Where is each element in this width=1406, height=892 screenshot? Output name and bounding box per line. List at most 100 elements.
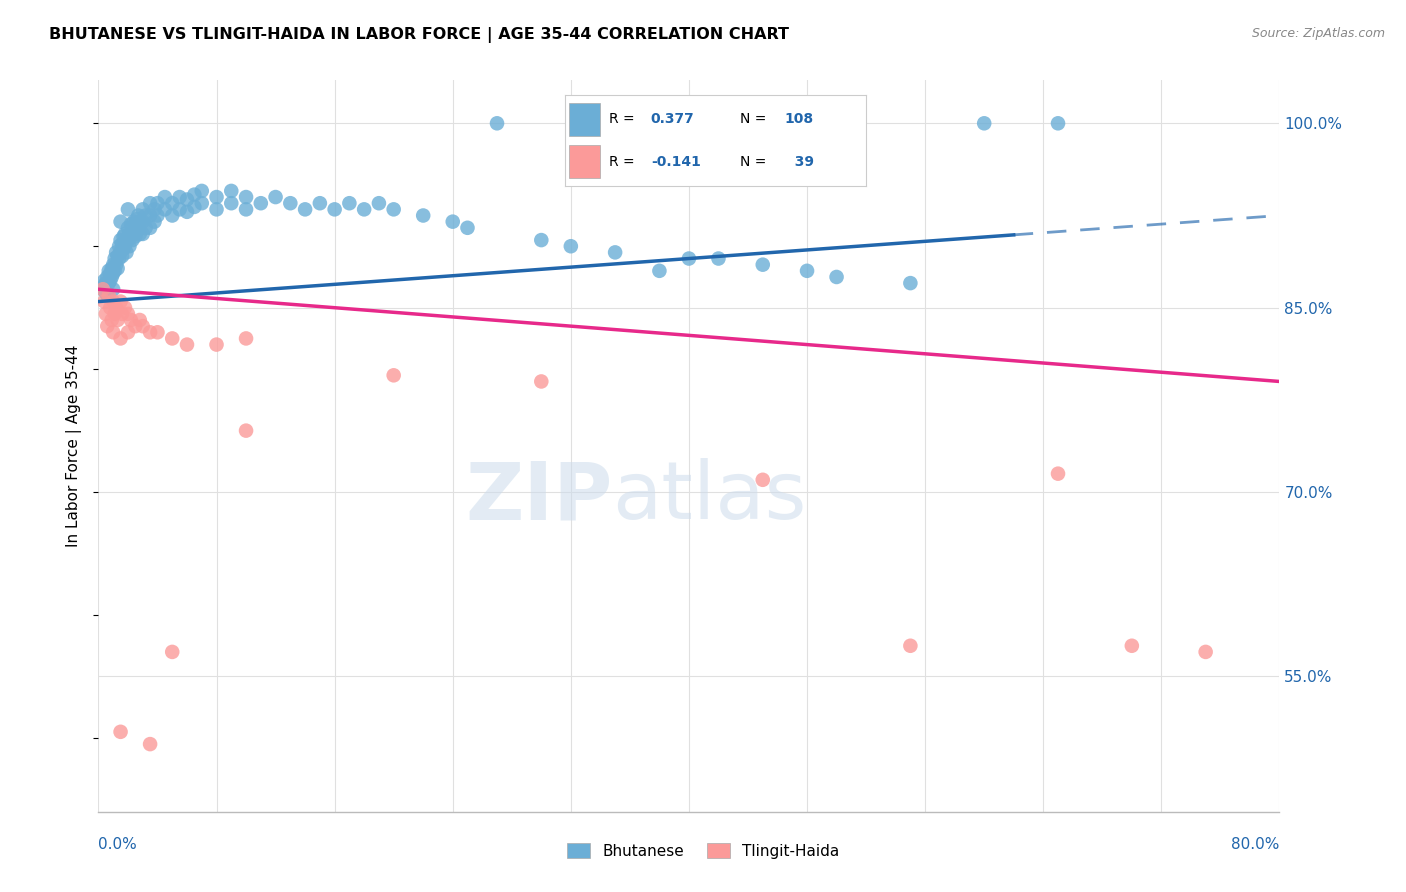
Point xyxy=(107,261,129,276)
Point xyxy=(235,202,257,217)
Point xyxy=(294,202,316,217)
Point xyxy=(105,258,128,272)
Point xyxy=(125,212,148,227)
Point xyxy=(153,202,176,217)
Point xyxy=(752,473,775,487)
Point xyxy=(104,252,127,266)
Text: ZIP: ZIP xyxy=(465,458,612,536)
Point xyxy=(108,239,131,253)
Point xyxy=(183,200,205,214)
Point xyxy=(973,116,995,130)
Point xyxy=(264,190,287,204)
Point xyxy=(162,331,183,345)
Point xyxy=(146,326,169,340)
Point xyxy=(530,375,553,389)
Text: 80.0%: 80.0% xyxy=(1232,837,1279,852)
Point xyxy=(115,245,138,260)
Point xyxy=(205,202,228,217)
Point xyxy=(486,116,509,130)
Point xyxy=(100,270,122,285)
Point xyxy=(96,319,118,334)
Point xyxy=(412,209,434,223)
Point xyxy=(100,313,122,327)
Point xyxy=(104,264,127,278)
Point xyxy=(1195,645,1218,659)
Point xyxy=(825,270,848,285)
Point xyxy=(103,282,125,296)
Point xyxy=(111,307,134,321)
Point xyxy=(127,220,149,235)
Point xyxy=(111,236,134,251)
Point xyxy=(117,220,139,235)
Point xyxy=(94,276,117,290)
Point xyxy=(162,645,183,659)
Point xyxy=(115,233,138,247)
Text: BHUTANESE VS TLINGIT-HAIDA IN LABOR FORCE | AGE 35-44 CORRELATION CHART: BHUTANESE VS TLINGIT-HAIDA IN LABOR FORC… xyxy=(49,27,789,43)
Point xyxy=(93,274,115,288)
Point xyxy=(678,252,700,266)
Point xyxy=(103,294,125,309)
Point xyxy=(110,233,132,247)
Point xyxy=(382,368,405,383)
Point xyxy=(900,639,922,653)
Point xyxy=(235,190,257,204)
Point xyxy=(900,276,922,290)
Point xyxy=(114,301,136,315)
Point xyxy=(235,424,257,438)
Point xyxy=(139,326,162,340)
Point xyxy=(1121,639,1143,653)
Point xyxy=(132,319,155,334)
Point xyxy=(110,331,132,345)
Point xyxy=(169,202,191,217)
Point xyxy=(135,220,157,235)
Point xyxy=(176,204,198,219)
Point xyxy=(97,276,120,290)
Point xyxy=(111,249,134,263)
Point xyxy=(117,233,139,247)
Point xyxy=(132,202,155,217)
Point xyxy=(205,190,228,204)
Point xyxy=(560,239,582,253)
Point xyxy=(323,202,346,217)
Point xyxy=(107,249,129,263)
Point xyxy=(139,737,162,751)
Point xyxy=(368,196,391,211)
Point xyxy=(250,196,273,211)
Point xyxy=(96,288,118,302)
Point xyxy=(96,270,118,285)
Point xyxy=(118,227,141,241)
Point xyxy=(120,313,142,327)
Point xyxy=(309,196,332,211)
Point xyxy=(146,209,169,223)
Point xyxy=(235,331,257,345)
Point xyxy=(221,184,243,198)
Point xyxy=(121,220,143,235)
Point xyxy=(139,220,162,235)
Y-axis label: In Labor Force | Age 35-44: In Labor Force | Age 35-44 xyxy=(66,345,83,547)
Point xyxy=(353,202,375,217)
Point xyxy=(796,264,818,278)
Point xyxy=(128,214,150,228)
Point xyxy=(183,187,205,202)
Point xyxy=(98,266,121,280)
Point xyxy=(128,227,150,241)
Point xyxy=(97,288,120,302)
Point xyxy=(108,252,131,266)
Point xyxy=(117,202,139,217)
Point xyxy=(752,258,775,272)
Point xyxy=(153,190,176,204)
Point xyxy=(124,229,146,244)
Point xyxy=(530,233,553,247)
Point xyxy=(110,245,132,260)
Point xyxy=(120,229,142,244)
Point xyxy=(98,301,121,315)
Text: 0.0%: 0.0% xyxy=(98,837,138,852)
Point xyxy=(110,724,132,739)
Point xyxy=(112,242,135,256)
Point xyxy=(382,202,405,217)
Point xyxy=(191,184,214,198)
Point xyxy=(125,225,148,239)
Point xyxy=(162,196,183,211)
Point xyxy=(176,193,198,207)
Point xyxy=(103,326,125,340)
